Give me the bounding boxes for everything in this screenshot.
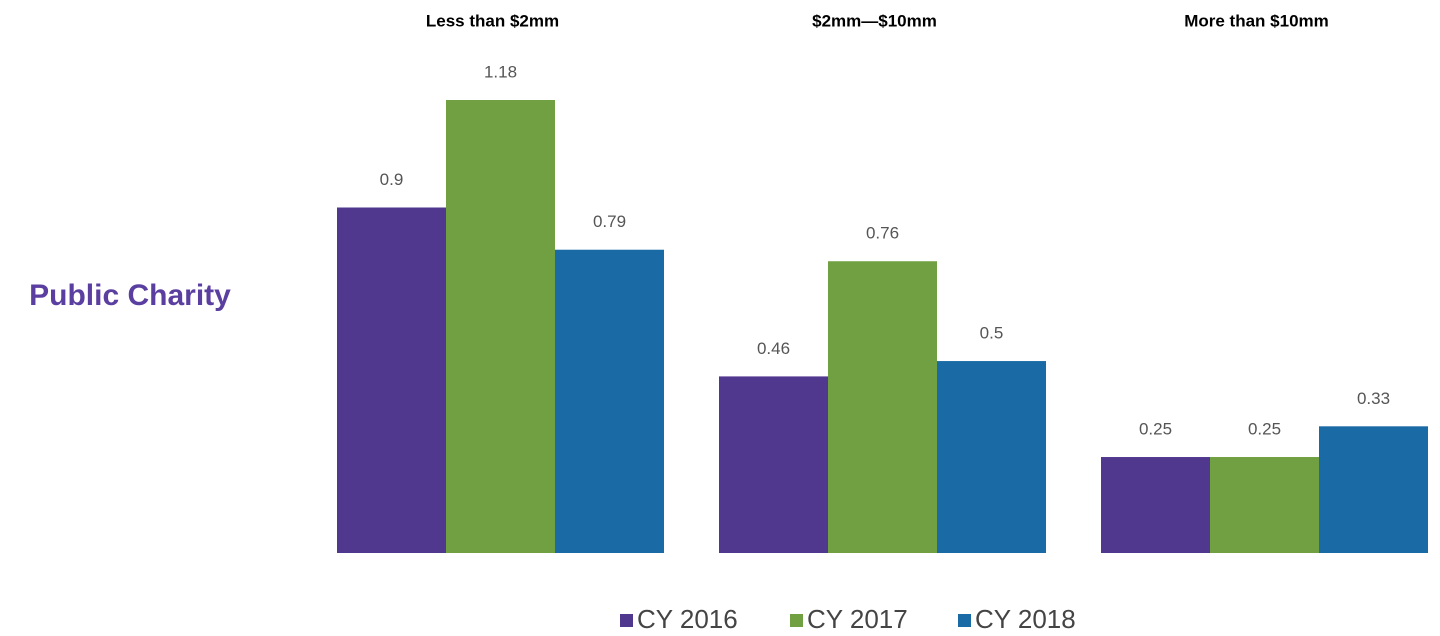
bar: [337, 207, 446, 554]
bar: [1319, 426, 1428, 553]
value-label: 0.33: [1357, 389, 1390, 408]
value-label: 1.18: [484, 62, 517, 81]
bar: [555, 249, 664, 553]
bar: [828, 261, 937, 553]
value-label: 0.46: [757, 339, 790, 358]
value-label: 0.76: [866, 224, 899, 243]
legend-swatch: [620, 614, 633, 627]
value-label: 0.25: [1248, 420, 1281, 439]
legend-swatch: [958, 614, 971, 627]
legend-swatch: [790, 614, 803, 627]
value-label: 0.5: [980, 324, 1004, 343]
legend-label: CY 2017: [807, 604, 908, 634]
category-label: More than $10mm: [1184, 11, 1329, 30]
row-label: Public Charity: [29, 279, 231, 312]
bar: [446, 100, 555, 553]
bar: [937, 361, 1046, 553]
bar: [1101, 457, 1210, 553]
legend-label: CY 2018: [975, 604, 1076, 634]
bar: [719, 376, 828, 553]
legend-label: CY 2016: [637, 604, 738, 634]
value-label: 0.9: [380, 170, 404, 189]
value-label: 0.25: [1139, 420, 1172, 439]
value-label: 0.79: [593, 212, 626, 231]
bar: [1210, 457, 1319, 553]
category-label: Less than $2mm: [426, 11, 559, 30]
category-label: $2mm—$10mm: [812, 11, 937, 30]
